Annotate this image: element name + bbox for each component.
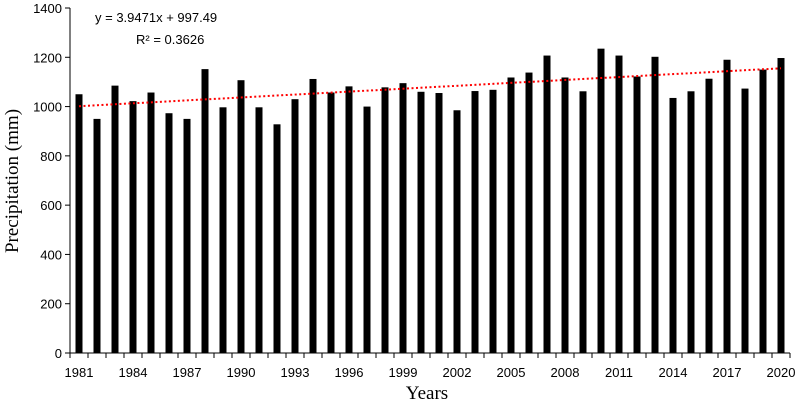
y-tick-label: 200 (40, 297, 62, 312)
bar-1995 (327, 92, 335, 354)
bar-2008 (561, 77, 569, 353)
bar-1981 (75, 94, 83, 353)
bar-2016 (705, 78, 713, 353)
bar-1999 (399, 83, 407, 354)
y-axis-title: Precipitation (mm) (2, 109, 23, 253)
bar-1997 (363, 106, 371, 353)
bar-1987 (183, 118, 191, 354)
bar-1988 (201, 69, 209, 353)
bar-2007 (543, 55, 551, 353)
bar-2003 (471, 91, 479, 354)
bar-2009 (579, 91, 587, 354)
x-tick-label: 1981 (65, 365, 94, 380)
bar-2018 (741, 88, 749, 353)
bar-1989 (219, 107, 227, 353)
bar-2002 (453, 110, 461, 354)
bar-1982 (93, 118, 101, 354)
bar-2005 (507, 77, 515, 353)
bar-2001 (435, 93, 443, 354)
x-axis-ticks: 1981 1984 1987 1990 1993 1996 1999 2002 2005 2008… (65, 353, 796, 380)
y-tick-label: 600 (40, 198, 62, 213)
bar-2017 (723, 59, 731, 353)
trendline (78, 67, 782, 108)
bar-1998 (381, 87, 389, 353)
x-axis-title: Years (406, 383, 448, 403)
x-tick-label: 2008 (551, 365, 580, 380)
bar-2011 (615, 55, 623, 353)
bar-1983 (111, 85, 119, 353)
bar-2012 (633, 76, 641, 353)
x-tick-label: 1993 (281, 365, 310, 380)
bar-1985 (147, 92, 155, 354)
x-tick-label: 2002 (443, 365, 472, 380)
bar-1993 (291, 99, 299, 353)
x-tick-label: 1999 (389, 365, 418, 380)
bar-2006 (525, 72, 533, 354)
bar-series (75, 48, 785, 354)
y-tick-label: 800 (40, 149, 62, 164)
bar-2013 (651, 56, 659, 354)
bar-2019 (759, 69, 767, 353)
x-tick-label: 1984 (119, 365, 148, 380)
bar-1991 (255, 107, 263, 353)
bar-1996 (345, 86, 353, 353)
bar-1994 (309, 78, 317, 353)
trendline-r2: R² = 0.3626 (136, 32, 204, 47)
x-tick-label: 2005 (497, 365, 526, 380)
bar-1984 (129, 101, 137, 354)
x-tick-label: 2014 (659, 365, 688, 380)
bar-2014 (669, 97, 677, 353)
y-tick-label: 1000 (33, 100, 62, 115)
bar-2015 (687, 91, 695, 354)
bar-1986 (165, 113, 173, 353)
x-tick-label: 1990 (227, 365, 256, 380)
trendline-equation: y = 3.9471x + 997.49 (95, 10, 217, 25)
y-tick-label: 1400 (33, 1, 62, 16)
bar-2020 (777, 58, 785, 354)
y-tick-label: 400 (40, 247, 62, 262)
bar-2000 (417, 91, 425, 354)
bar-2004 (489, 89, 497, 354)
y-tick-label: 1200 (33, 50, 62, 65)
bar-1990 (237, 80, 245, 353)
x-tick-label: 2020 (767, 365, 796, 380)
y-axis-ticks: 0 200 400 600 800 1000 1200 1400 (33, 1, 70, 361)
y-tick-label: 0 (55, 346, 62, 361)
x-tick-label: 1996 (335, 365, 364, 380)
x-tick-label: 1987 (173, 365, 202, 380)
bar-1992 (273, 124, 281, 353)
x-tick-label: 2017 (713, 365, 742, 380)
bar-2010 (597, 48, 605, 354)
x-tick-label: 2011 (605, 365, 633, 380)
